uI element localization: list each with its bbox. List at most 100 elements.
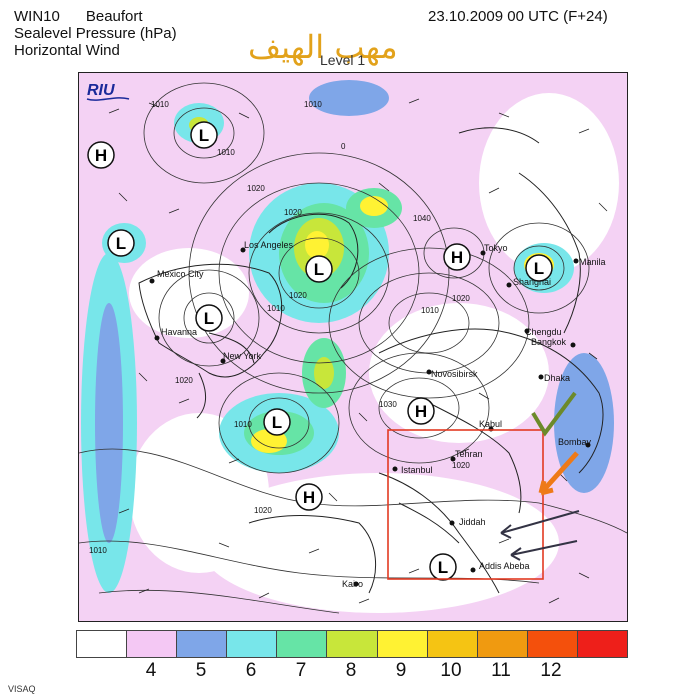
city-marker: Chengdu bbox=[524, 327, 562, 337]
pressure-center-low: L bbox=[107, 229, 135, 257]
isobar-label: 1010 bbox=[151, 100, 169, 109]
colorbar-swatch bbox=[427, 631, 478, 657]
colorbar-tick-label: 10 bbox=[440, 660, 462, 681]
city-marker: Tokyo bbox=[480, 243, 508, 256]
svg-text:Tehran: Tehran bbox=[455, 449, 483, 459]
svg-text:Dhaka: Dhaka bbox=[544, 373, 570, 383]
city-marker: Addis Abeba bbox=[470, 561, 530, 573]
svg-text:Bangkok: Bangkok bbox=[531, 337, 567, 347]
pressure-center-low: L bbox=[525, 254, 553, 282]
credit-label: VISAQ bbox=[8, 684, 36, 694]
colorbar-swatch bbox=[377, 631, 428, 657]
svg-text:Tokyo: Tokyo bbox=[484, 243, 508, 253]
svg-text:Novosibirsk: Novosibirsk bbox=[431, 369, 478, 379]
colorbar-swatch bbox=[177, 631, 228, 657]
field-pressure: Sealevel Pressure (hPa) bbox=[14, 25, 177, 42]
svg-text:H: H bbox=[415, 402, 427, 421]
colorbar-tick-label: 12 bbox=[540, 660, 562, 681]
city-marker: Kairo bbox=[342, 579, 363, 589]
arabic-title: مهب الهيف bbox=[248, 28, 398, 66]
wind-scale: Beaufort bbox=[85, 8, 143, 25]
city-marker: Shanghai bbox=[506, 277, 551, 288]
colorbar-tick-label: 9 bbox=[395, 660, 407, 681]
colorbar-swatch bbox=[227, 631, 278, 657]
isobar-label: 1020 bbox=[452, 294, 470, 303]
svg-text:Kairo: Kairo bbox=[342, 579, 363, 589]
isobar-label: 1010 bbox=[421, 306, 439, 315]
isobar-label: 1020 bbox=[289, 291, 307, 300]
highlight-box bbox=[387, 429, 544, 580]
isobar-label: 1020 bbox=[254, 506, 272, 515]
colorbar-swatch bbox=[127, 631, 178, 657]
svg-text:Addis Abeba: Addis Abeba bbox=[479, 561, 530, 571]
city-marker: Bombay bbox=[558, 437, 592, 448]
isobar-label: 1040 bbox=[413, 214, 431, 223]
colorbar-swatch bbox=[527, 631, 578, 657]
isobar-label: 1010 bbox=[89, 546, 107, 555]
forecast-datetime: 23.10.2009 00 UTC (F+24) bbox=[428, 8, 608, 25]
map-canvas: RIU 1010 1010 1010 1020 1020 1040 1010 1… bbox=[79, 73, 627, 621]
pressure-center-low: L bbox=[305, 255, 333, 283]
svg-text:H: H bbox=[95, 146, 107, 165]
logo-text: RIU bbox=[87, 82, 115, 99]
isobar-label: 1020 bbox=[452, 461, 470, 470]
isobar-label: 1020 bbox=[284, 208, 302, 217]
svg-text:New York: New York bbox=[223, 351, 262, 361]
isobar-label: 1030 bbox=[379, 400, 397, 409]
pressure-center-low: L bbox=[429, 553, 457, 581]
coastlines bbox=[138, 127, 604, 594]
isobars bbox=[79, 82, 627, 614]
city-marker: New York bbox=[220, 351, 262, 364]
check-mark-icon bbox=[531, 391, 577, 437]
wind-arrows bbox=[108, 98, 608, 604]
svg-text:L: L bbox=[534, 259, 544, 278]
svg-text:Mexico City: Mexico City bbox=[157, 269, 204, 279]
colorbar-ticks: 4 5 6 7 8 9 10 11 12 bbox=[76, 660, 626, 684]
dark-arrow-icon bbox=[510, 540, 578, 561]
pressure-center-low: L bbox=[263, 408, 291, 436]
svg-text:Los Angeles: Los Angeles bbox=[244, 240, 294, 250]
city-marker: Tehran bbox=[450, 449, 483, 462]
colorbar-tick-label: 7 bbox=[295, 660, 307, 681]
orange-arrow-icon bbox=[538, 451, 579, 496]
colorbar-tick-label: 4 bbox=[145, 660, 157, 681]
svg-text:Manila: Manila bbox=[579, 257, 606, 267]
model-name: WIN10 bbox=[14, 8, 60, 25]
city-marker: Mexico City bbox=[149, 269, 204, 284]
colorbar-swatch bbox=[327, 631, 378, 657]
pressure-center-high: H bbox=[407, 397, 435, 425]
isobar-labels: 1010 1010 1010 1020 1020 1040 1010 1020 … bbox=[89, 100, 470, 555]
svg-text:L: L bbox=[199, 126, 209, 145]
svg-text:Shanghai: Shanghai bbox=[513, 277, 551, 287]
header-left: WIN10 Beaufort Sealevel Pressure (hPa) H… bbox=[14, 8, 177, 59]
isobar-label: 1020 bbox=[247, 184, 265, 193]
svg-text:L: L bbox=[116, 234, 126, 253]
pressure-center-low: L bbox=[190, 121, 218, 149]
colorbar-swatch bbox=[577, 631, 628, 657]
wind-speed-colorbar bbox=[76, 630, 628, 658]
svg-text:L: L bbox=[272, 413, 282, 432]
isobar-label: 1010 bbox=[304, 100, 322, 109]
pressure-center-high: H bbox=[295, 483, 323, 511]
city-marker: Dhaka bbox=[538, 373, 570, 383]
dark-arrow-icon bbox=[500, 510, 580, 539]
svg-text:L: L bbox=[438, 558, 448, 577]
svg-text:Chengdu: Chengdu bbox=[525, 327, 562, 337]
pressure-center-high: H bbox=[443, 243, 471, 271]
wind-shading bbox=[79, 73, 627, 621]
isobar-label: 0 bbox=[341, 142, 346, 151]
city-marker: Istanbul bbox=[392, 465, 433, 475]
colorbar-tick-label: 8 bbox=[345, 660, 357, 681]
svg-text:Jiddah: Jiddah bbox=[459, 517, 486, 527]
svg-text:L: L bbox=[204, 309, 214, 328]
isobar-label: 1010 bbox=[267, 304, 285, 313]
svg-text:Istanbul: Istanbul bbox=[401, 465, 433, 475]
city-marker: Los Angeles bbox=[240, 240, 294, 253]
city-marker: Manila bbox=[573, 257, 606, 267]
pressure-centers: H L L L L L H L H H L bbox=[87, 121, 553, 581]
svg-text:H: H bbox=[303, 488, 315, 507]
cities: Los Angeles Mexico City Havanna New York… bbox=[149, 240, 606, 589]
colorbar-tick-label: 5 bbox=[195, 660, 207, 681]
svg-text:Bombay: Bombay bbox=[558, 437, 592, 447]
city-marker: Novosibirsk bbox=[426, 369, 478, 379]
